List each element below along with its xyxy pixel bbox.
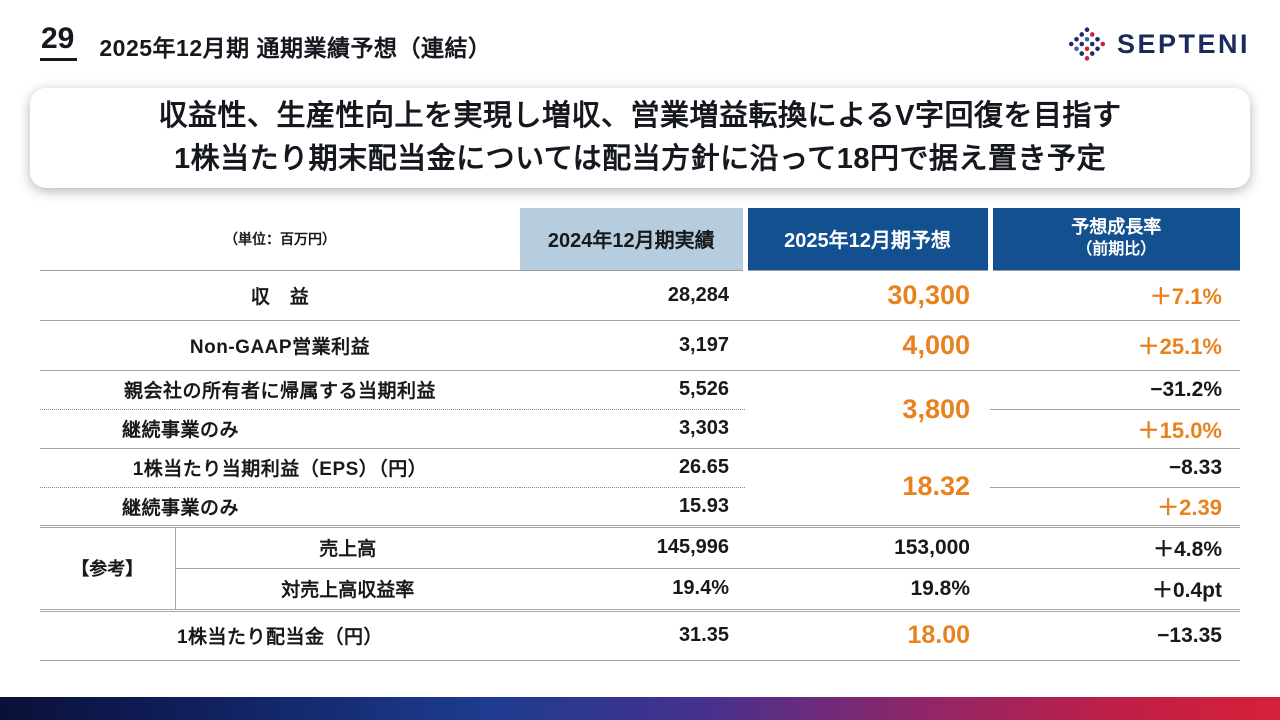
bottom-gradient-bar: [0, 697, 1280, 720]
revenue-growth: ＋7.1%: [990, 270, 1240, 321]
profit-parent-actual: 5,526: [520, 370, 745, 410]
table-row-revenue: 収 益 28,284 30,300 ＋7.1%: [40, 270, 1240, 321]
sales-actual: 145,996: [520, 526, 745, 569]
eps-actual: 26.65: [520, 448, 745, 488]
col-header-2025-forecast: 2025年12月期予想: [742, 208, 990, 271]
table-row-profit-parent: 親会社の所有者に帰属する当期利益 5,526 3,800 −31.2%: [40, 370, 1240, 449]
eps-forecast-merged: 18.32: [745, 448, 990, 528]
table-row-non-gaap: Non-GAAP営業利益 3,197 4,000 ＋25.1%: [40, 320, 1240, 371]
septeni-logo: SEPTENI: [1066, 24, 1250, 65]
revenue-forecast: 30,300: [745, 270, 990, 321]
profit-parent-growth: −31.2%: [990, 370, 1240, 410]
sales-ratio-growth: ＋0.4pt: [990, 568, 1240, 612]
col-header-growth-line2: （前期比）: [1076, 241, 1157, 259]
eps-label: 1株当たり当期利益（EPS）（円）: [40, 448, 520, 488]
eps-continuing-growth: ＋2.39: [990, 487, 1240, 528]
page-number: 29: [40, 24, 78, 61]
sales-ratio-actual: 19.4%: [520, 568, 745, 612]
non-gaap-forecast: 4,000: [745, 320, 990, 371]
headline-line1: 収益性、生産性向上を実現し増収、営業増益転換によるV字回復を目指す: [158, 99, 1122, 132]
eps-growth: −8.33: [990, 448, 1240, 488]
non-gaap-label: Non-GAAP営業利益: [40, 320, 520, 371]
non-gaap-actual: 3,197: [520, 320, 745, 371]
dividend-actual: 31.35: [520, 610, 745, 661]
septeni-logo-diamond-icon: [1068, 27, 1106, 61]
slide-header: 29 2025年12月期 通期業績予想（連結）: [40, 24, 492, 63]
profit-continuing-growth: ＋15.0%: [990, 409, 1240, 449]
sales-ratio-forecast: 19.8%: [745, 568, 990, 612]
headline-line2: 1株当たり期末配当金については配当方針に沿って18円で据え置き予定: [174, 143, 1106, 175]
sales-ratio-label: 対売上高収益率: [175, 568, 520, 612]
table-row-sales: 【参考】 売上高 145,996 153,000 ＋4.8%: [40, 526, 1240, 612]
eps-continuing-label: 継続事業のみ: [40, 487, 520, 528]
dividend-growth: −13.35: [990, 610, 1240, 661]
profit-parent-label: 親会社の所有者に帰属する当期利益: [40, 370, 520, 410]
non-gaap-growth: ＋25.1%: [990, 320, 1240, 371]
profit-forecast-merged: 3,800: [745, 370, 990, 449]
profit-continuing-actual: 3,303: [520, 409, 745, 449]
sales-forecast: 153,000: [745, 526, 990, 569]
sales-growth: ＋4.8%: [990, 526, 1240, 569]
table-header-row: （単位：百万円） 2024年12月期実績 2025年12月期予想 予想成長率 （…: [40, 208, 1240, 271]
page-title: 2025年12月期 通期業績予想（連結）: [99, 35, 492, 61]
table-row-eps: 1株当たり当期利益（EPS）（円） 26.65 18.32 −8.33: [40, 448, 1240, 528]
sales-label: 売上高: [175, 526, 520, 569]
col-header-growth-line1: 予想成長率: [1071, 217, 1162, 238]
dividend-label: 1株当たり配当金（円）: [40, 610, 520, 661]
table-row-sales-ratio: 対売上高収益率 19.4% 19.8% ＋0.4pt: [40, 568, 1240, 612]
col-header-growth: 予想成長率 （前期比）: [987, 208, 1240, 271]
revenue-actual: 28,284: [520, 270, 745, 321]
reference-label: 【参考】: [40, 526, 176, 612]
col-header-2024-actual: 2024年12月期実績: [520, 208, 745, 271]
septeni-logo-text: SEPTENI: [1116, 29, 1250, 59]
revenue-label: 収 益: [40, 270, 520, 321]
table-row-eps-continuing: 継続事業のみ 15.93 ＋2.39: [40, 487, 1240, 528]
financial-table: （単位：百万円） 2024年12月期実績 2025年12月期予想 予想成長率 （…: [40, 208, 1240, 661]
table-row-dividend: 1株当たり配当金（円） 31.35 18.00 −13.35: [40, 610, 1240, 661]
eps-continuing-actual: 15.93: [520, 487, 745, 528]
dividend-forecast: 18.00: [745, 610, 990, 661]
unit-note: （単位：百万円）: [40, 208, 520, 271]
profit-continuing-label: 継続事業のみ: [40, 409, 520, 449]
table-row-profit-continuing: 継続事業のみ 3,303 ＋15.0%: [40, 409, 1240, 449]
headline-card: 収益性、生産性向上を実現し増収、営業増益転換によるV字回復を目指す 1株当たり期…: [30, 88, 1250, 188]
